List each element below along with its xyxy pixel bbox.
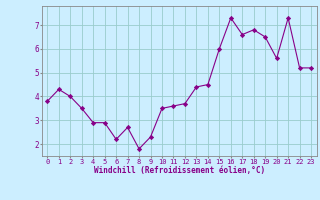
X-axis label: Windchill (Refroidissement éolien,°C): Windchill (Refroidissement éolien,°C) [94, 166, 265, 175]
